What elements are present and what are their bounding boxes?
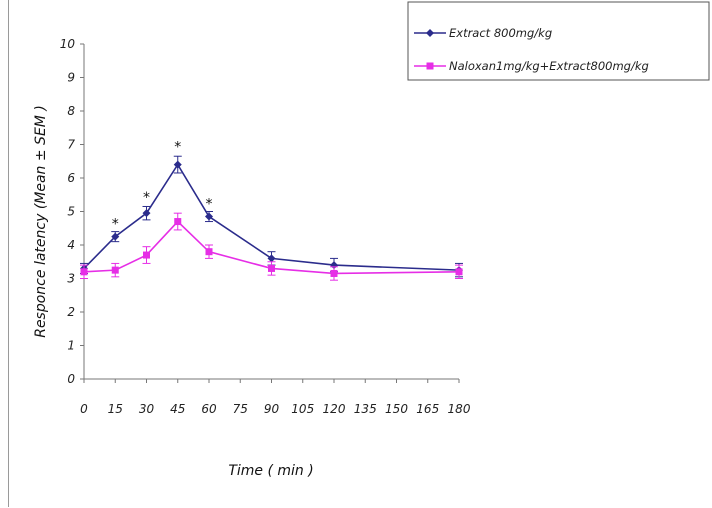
data-point: [174, 218, 182, 226]
x-tick-label: 90: [264, 402, 280, 416]
series-layer: [80, 155, 463, 281]
data-point: [173, 160, 182, 169]
x-tick-label: 0: [80, 402, 88, 416]
y-tick-label: 10: [60, 37, 76, 51]
y-tick-label: 0: [67, 372, 75, 386]
data-point: [330, 269, 338, 277]
legend: Extract 800mg/kg Naloxan1mg/kg+Extract800…: [407, 1, 710, 81]
data-point: [142, 209, 151, 218]
y-tick-label: 8: [67, 104, 75, 118]
data-point: [143, 251, 150, 259]
series-line: [83, 220, 460, 275]
legend-box: [407, 1, 710, 81]
x-axis-title: Time ( min ): [228, 463, 313, 479]
significance-marker: *: [112, 217, 119, 233]
x-tick-label: 15: [108, 402, 123, 416]
legend-marker: [426, 29, 434, 37]
annotation-layer: * * * *: [112, 140, 213, 233]
y-tick-label: 9: [67, 71, 75, 85]
series-line: [83, 163, 460, 271]
significance-marker: *: [206, 196, 213, 212]
y-tick-label: 1: [67, 339, 75, 353]
data-point: [268, 264, 275, 272]
x-tick-label: 150: [385, 402, 408, 416]
data-point: [455, 268, 463, 276]
y-tick-label: 5: [67, 205, 75, 219]
y-tick-label: 4: [67, 238, 75, 252]
legend-label: Extract 800mg/kg: [449, 26, 552, 40]
legend-label: Naloxan1mg/kg+Extract800mg/kg: [449, 59, 649, 73]
x-tick-label: 180: [448, 402, 471, 416]
series-2: [80, 212, 463, 281]
x-tick-label: 60: [201, 402, 217, 416]
legend-marker: [426, 62, 434, 70]
x-tick-label: 30: [139, 402, 155, 416]
y-tick-label: 6: [67, 171, 75, 185]
x-tick-label: 120: [323, 402, 346, 416]
y-tick-label: 7: [67, 138, 75, 152]
x-tick-label: 105: [291, 402, 314, 416]
data-point: [111, 266, 119, 274]
y-tick-label: 2: [67, 305, 75, 319]
chart-frame: 0 1 2 3 4 5 6 7 8 9 10 0 15 30 45 60 75 90 105 120 135 150 165…: [8, 0, 711, 507]
axes: [83, 44, 459, 380]
significance-marker: *: [143, 190, 150, 206]
data-point: [80, 268, 88, 276]
y-axis-title: Responce latency (Mean ± SEM ): [33, 105, 49, 338]
data-point: [205, 248, 213, 256]
x-tick-label: 165: [416, 402, 439, 416]
x-tick-label: 135: [354, 402, 377, 416]
significance-marker: *: [174, 140, 181, 156]
y-tick-label: 3: [67, 272, 75, 286]
legend-item-1: Extract 800mg/kg: [414, 26, 552, 40]
x-tick-label: 75: [233, 402, 248, 416]
data-point: [205, 212, 213, 221]
legend-item-2: Naloxan1mg/kg+Extract800mg/kg: [414, 59, 649, 73]
data-point: [111, 232, 120, 241]
x-tick-label: 45: [170, 402, 185, 416]
data-point: [267, 254, 276, 263]
